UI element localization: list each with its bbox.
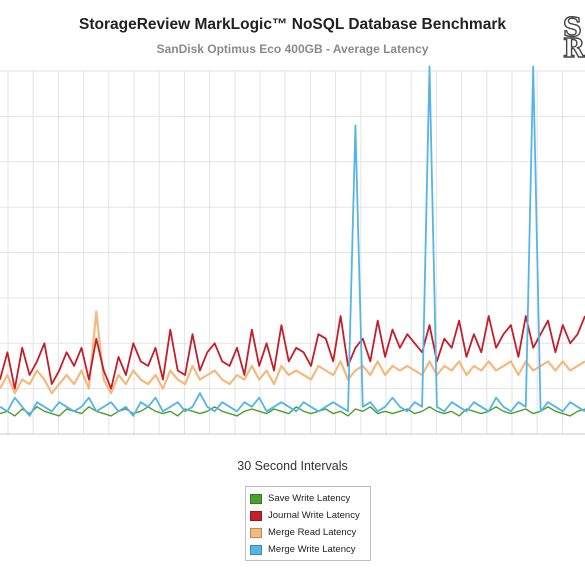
series-line-journal-write bbox=[0, 315, 585, 390]
chart-plot-area bbox=[0, 65, 585, 417]
legend-swatch-merge-read bbox=[250, 527, 262, 538]
legend-swatch-journal-write bbox=[250, 510, 262, 521]
logo-letter-s: S bbox=[562, 13, 582, 43]
series-line-merge-write bbox=[0, 65, 585, 417]
legend-label-save-write: Save Write Latency bbox=[268, 493, 351, 504]
chart-legend: Save Write Latency Journal Write Latency… bbox=[245, 486, 371, 561]
legend-label-merge-read: Merge Read Latency bbox=[268, 527, 357, 538]
legend-item-journal-write[interactable]: Journal Write Latency bbox=[246, 507, 370, 524]
logo-letter-r: R bbox=[562, 34, 585, 64]
chart-grid bbox=[0, 70, 585, 435]
legend-label-journal-write: Journal Write Latency bbox=[268, 510, 360, 521]
legend-swatch-merge-write bbox=[250, 544, 262, 555]
storagereview-logo: S R bbox=[562, 13, 585, 64]
legend-item-merge-write[interactable]: Merge Write Latency bbox=[246, 541, 370, 558]
legend-label-merge-write: Merge Write Latency bbox=[268, 544, 356, 555]
chart-title: StorageReview MarkLogic™ NoSQL Database … bbox=[79, 16, 506, 33]
series-line-save-write bbox=[0, 406, 585, 417]
legend-swatch-save-write bbox=[250, 493, 262, 504]
legend-item-merge-read[interactable]: Merge Read Latency bbox=[246, 524, 370, 541]
chart-subtitle: SanDisk Optimus Eco 400GB - Average Late… bbox=[156, 42, 429, 56]
legend-item-save-write[interactable]: Save Write Latency bbox=[246, 490, 370, 507]
series-line-merge-read bbox=[0, 310, 585, 395]
x-axis-label: 30 Second Intervals bbox=[237, 459, 348, 473]
